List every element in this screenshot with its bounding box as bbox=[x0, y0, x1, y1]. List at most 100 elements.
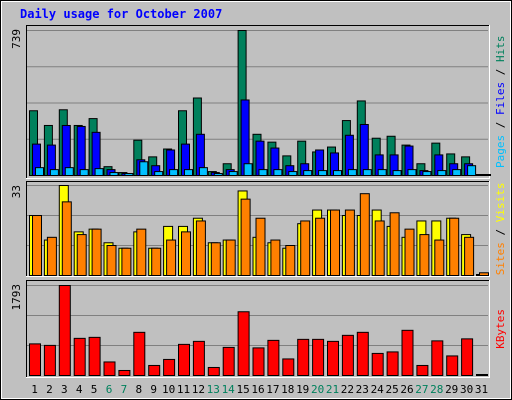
bar-pages-8 bbox=[139, 161, 149, 177]
day-label-31: 31 bbox=[475, 383, 488, 396]
bar-kbytes-28 bbox=[431, 340, 444, 376]
bar-pages-20 bbox=[318, 170, 328, 177]
day-label-11: 11 bbox=[177, 383, 190, 396]
bar-pages-16 bbox=[258, 169, 268, 176]
day-label-18: 18 bbox=[281, 383, 294, 396]
day-label-24: 24 bbox=[371, 383, 385, 396]
bar-sites-27 bbox=[419, 234, 430, 277]
bar-pages-6 bbox=[109, 172, 119, 177]
day-label-13: 13 bbox=[207, 383, 220, 396]
bar-kbytes-14 bbox=[222, 346, 235, 376]
bar-pages-5 bbox=[94, 168, 104, 177]
day-label-6: 6 bbox=[106, 383, 113, 396]
bar-sites-28 bbox=[434, 239, 445, 276]
bar-pages-10 bbox=[169, 169, 179, 176]
x-axis-day-labels: 1 2 3 4 5 6 7 8 9 10 11 12 13 14 15 16 17 18 19 20 21 22 23 24 2… bbox=[31, 383, 488, 396]
bar-sites-14 bbox=[225, 239, 236, 276]
day-label-17: 17 bbox=[266, 383, 279, 396]
bar-sites-17 bbox=[270, 239, 281, 276]
bar-pages-30 bbox=[467, 165, 477, 176]
bar-sites-26 bbox=[404, 228, 415, 277]
day-label-7: 7 bbox=[121, 383, 128, 396]
bar-pages-11 bbox=[184, 169, 193, 176]
bar-kbytes-10 bbox=[163, 358, 176, 376]
y-max-label-kbytes: 1793 bbox=[10, 284, 23, 311]
legend-item: / bbox=[494, 62, 507, 82]
bar-pages-22 bbox=[347, 169, 357, 176]
day-label-27: 27 bbox=[415, 383, 428, 396]
day-label-30: 30 bbox=[460, 383, 473, 396]
bar-sites-11 bbox=[181, 231, 191, 276]
bar-pages-12 bbox=[198, 167, 208, 176]
bar-pages-27 bbox=[422, 171, 432, 176]
bar-pages-18 bbox=[288, 171, 298, 176]
bar-kbytes-22 bbox=[341, 334, 354, 377]
bar-kbytes-31 bbox=[476, 374, 488, 376]
bar-kbytes-30 bbox=[461, 338, 474, 377]
bar-kbytes-8 bbox=[133, 331, 146, 376]
bar-files-23 bbox=[359, 123, 369, 176]
bar-pages-9 bbox=[154, 171, 164, 176]
bar-kbytes-15 bbox=[237, 311, 250, 377]
bar-kbytes-7 bbox=[118, 369, 131, 376]
bar-kbytes-13 bbox=[207, 366, 220, 377]
day-label-22: 22 bbox=[341, 383, 354, 396]
bar-kbytes-25 bbox=[386, 351, 399, 377]
bar-sites-9 bbox=[151, 247, 162, 277]
bar-sites-30 bbox=[464, 236, 475, 276]
bar-kbytes-26 bbox=[401, 329, 414, 376]
bar-pages-23 bbox=[362, 169, 372, 176]
legend-hits-files-pages: Pages / Files / Hits bbox=[494, 36, 507, 169]
bar-sites-31 bbox=[479, 272, 489, 277]
legend-item: Files bbox=[494, 82, 507, 115]
bar-sites-6 bbox=[106, 245, 117, 276]
bar-sites-2 bbox=[46, 236, 57, 276]
bar-sites-7 bbox=[121, 247, 132, 277]
day-label-28: 28 bbox=[430, 383, 443, 396]
bar-sites-22 bbox=[344, 209, 355, 276]
bar-sites-13 bbox=[210, 242, 221, 276]
bar-sites-15 bbox=[240, 198, 251, 277]
bar-pages-26 bbox=[407, 169, 417, 176]
bar-sites-3 bbox=[61, 201, 72, 276]
day-label-20: 20 bbox=[311, 383, 324, 396]
bar-kbytes-3 bbox=[58, 285, 71, 376]
bar-pages-3 bbox=[64, 167, 74, 176]
bar-pages-14 bbox=[228, 171, 238, 176]
y-max-label-visits-sites: 33 bbox=[10, 185, 23, 198]
legend-item: / bbox=[494, 115, 507, 135]
bar-sites-10 bbox=[166, 239, 177, 276]
bar-pages-21 bbox=[333, 170, 342, 177]
bar-kbytes-11 bbox=[178, 343, 190, 376]
legend-item: Hits bbox=[494, 36, 507, 63]
bar-kbytes-4 bbox=[73, 337, 86, 377]
bar-pages-4 bbox=[79, 169, 89, 176]
day-label-2: 2 bbox=[46, 383, 53, 396]
bar-sites-24 bbox=[374, 220, 385, 276]
bar-sites-12 bbox=[195, 220, 206, 276]
bar-sites-4 bbox=[76, 234, 87, 277]
chart-title: Daily usage for October 2007 bbox=[20, 7, 223, 21]
bar-pages-13 bbox=[213, 173, 223, 176]
bar-kbytes-9 bbox=[148, 364, 161, 377]
day-label-8: 8 bbox=[135, 383, 142, 396]
bar-kbytes-19 bbox=[297, 338, 310, 377]
bar-pages-24 bbox=[377, 169, 387, 176]
bar-kbytes-5 bbox=[88, 336, 101, 377]
bar-kbytes-24 bbox=[371, 352, 384, 377]
day-label-9: 9 bbox=[150, 383, 157, 396]
bar-sites-25 bbox=[389, 212, 400, 276]
bar-kbytes-12 bbox=[192, 340, 205, 376]
bar-kbytes-6 bbox=[103, 361, 116, 377]
bar-pages-1 bbox=[35, 167, 44, 176]
y-max-label-hits-files-pages: 739 bbox=[10, 29, 23, 49]
day-label-15: 15 bbox=[236, 383, 249, 396]
legend-item: Sites bbox=[494, 242, 507, 275]
day-label-21: 21 bbox=[326, 383, 339, 396]
legend-kbytes: KBytes bbox=[494, 309, 507, 349]
bar-sites-23 bbox=[359, 193, 370, 277]
day-label-16: 16 bbox=[251, 383, 264, 396]
